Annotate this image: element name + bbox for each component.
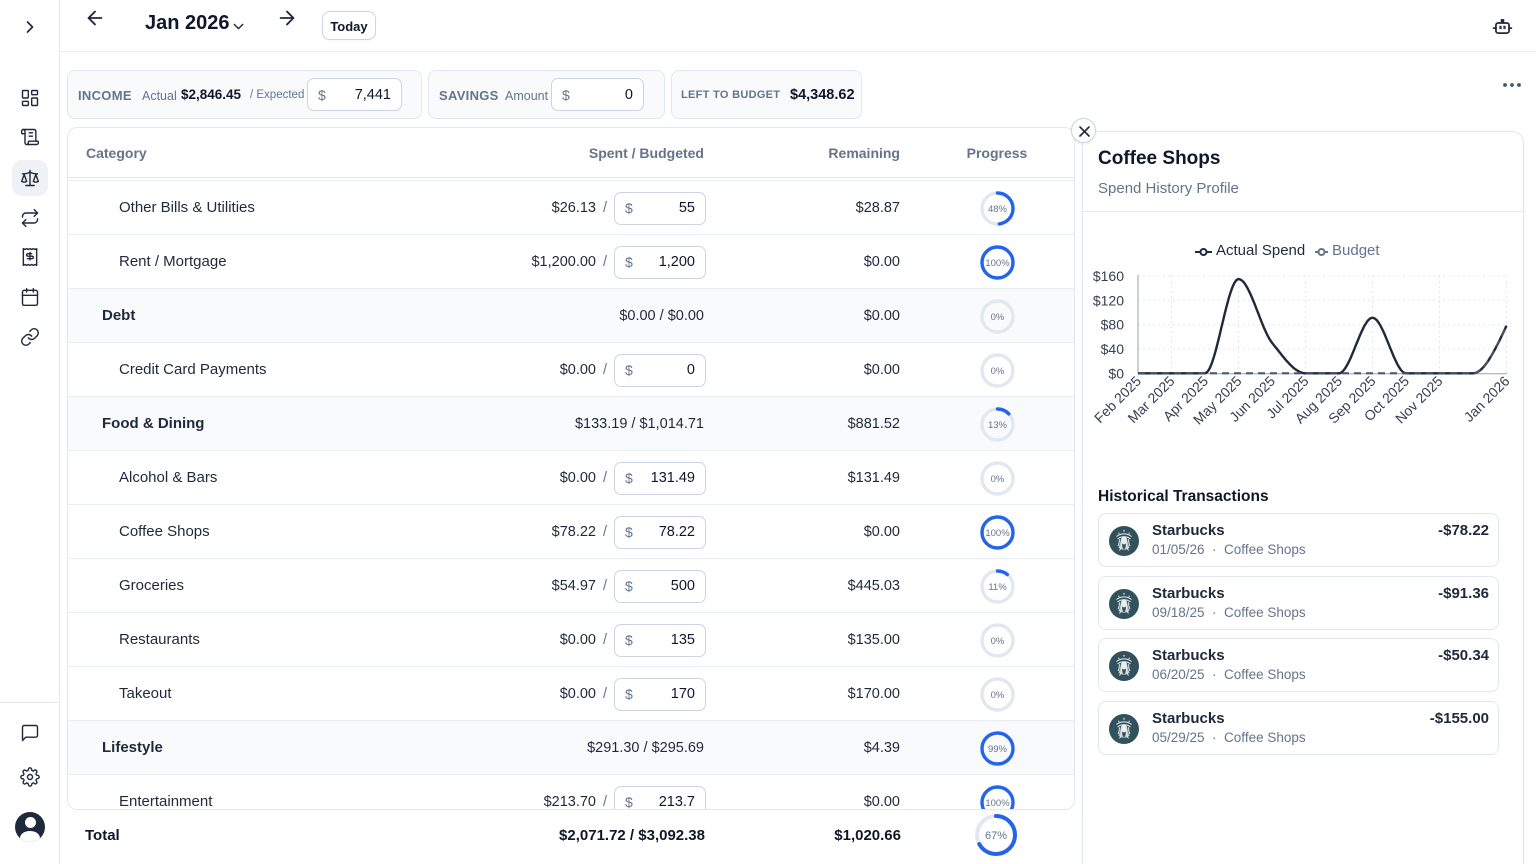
svg-text:0%: 0% bbox=[991, 311, 1005, 322]
svg-text:0%: 0% bbox=[991, 473, 1005, 484]
svg-text:13%: 13% bbox=[988, 419, 1008, 430]
svg-text:100%: 100% bbox=[985, 527, 1010, 538]
svg-text:11%: 11% bbox=[988, 581, 1007, 592]
svg-text:0%: 0% bbox=[991, 365, 1005, 376]
svg-text:$0: $0 bbox=[1108, 365, 1124, 381]
svg-text:99%: 99% bbox=[988, 743, 1008, 754]
svg-text:48%: 48% bbox=[988, 203, 1008, 214]
svg-text:$160: $160 bbox=[1093, 268, 1124, 284]
svg-text:100%: 100% bbox=[985, 257, 1010, 268]
svg-text:100%: 100% bbox=[985, 797, 1010, 808]
svg-text:Jan 2026: Jan 2026 bbox=[1461, 373, 1513, 425]
svg-text:$40: $40 bbox=[1101, 341, 1125, 357]
svg-text:$80: $80 bbox=[1101, 317, 1125, 333]
svg-text:67%: 67% bbox=[985, 830, 1007, 842]
svg-text:0%: 0% bbox=[991, 635, 1005, 646]
svg-text:0%: 0% bbox=[991, 689, 1005, 700]
svg-text:$120: $120 bbox=[1093, 292, 1124, 308]
